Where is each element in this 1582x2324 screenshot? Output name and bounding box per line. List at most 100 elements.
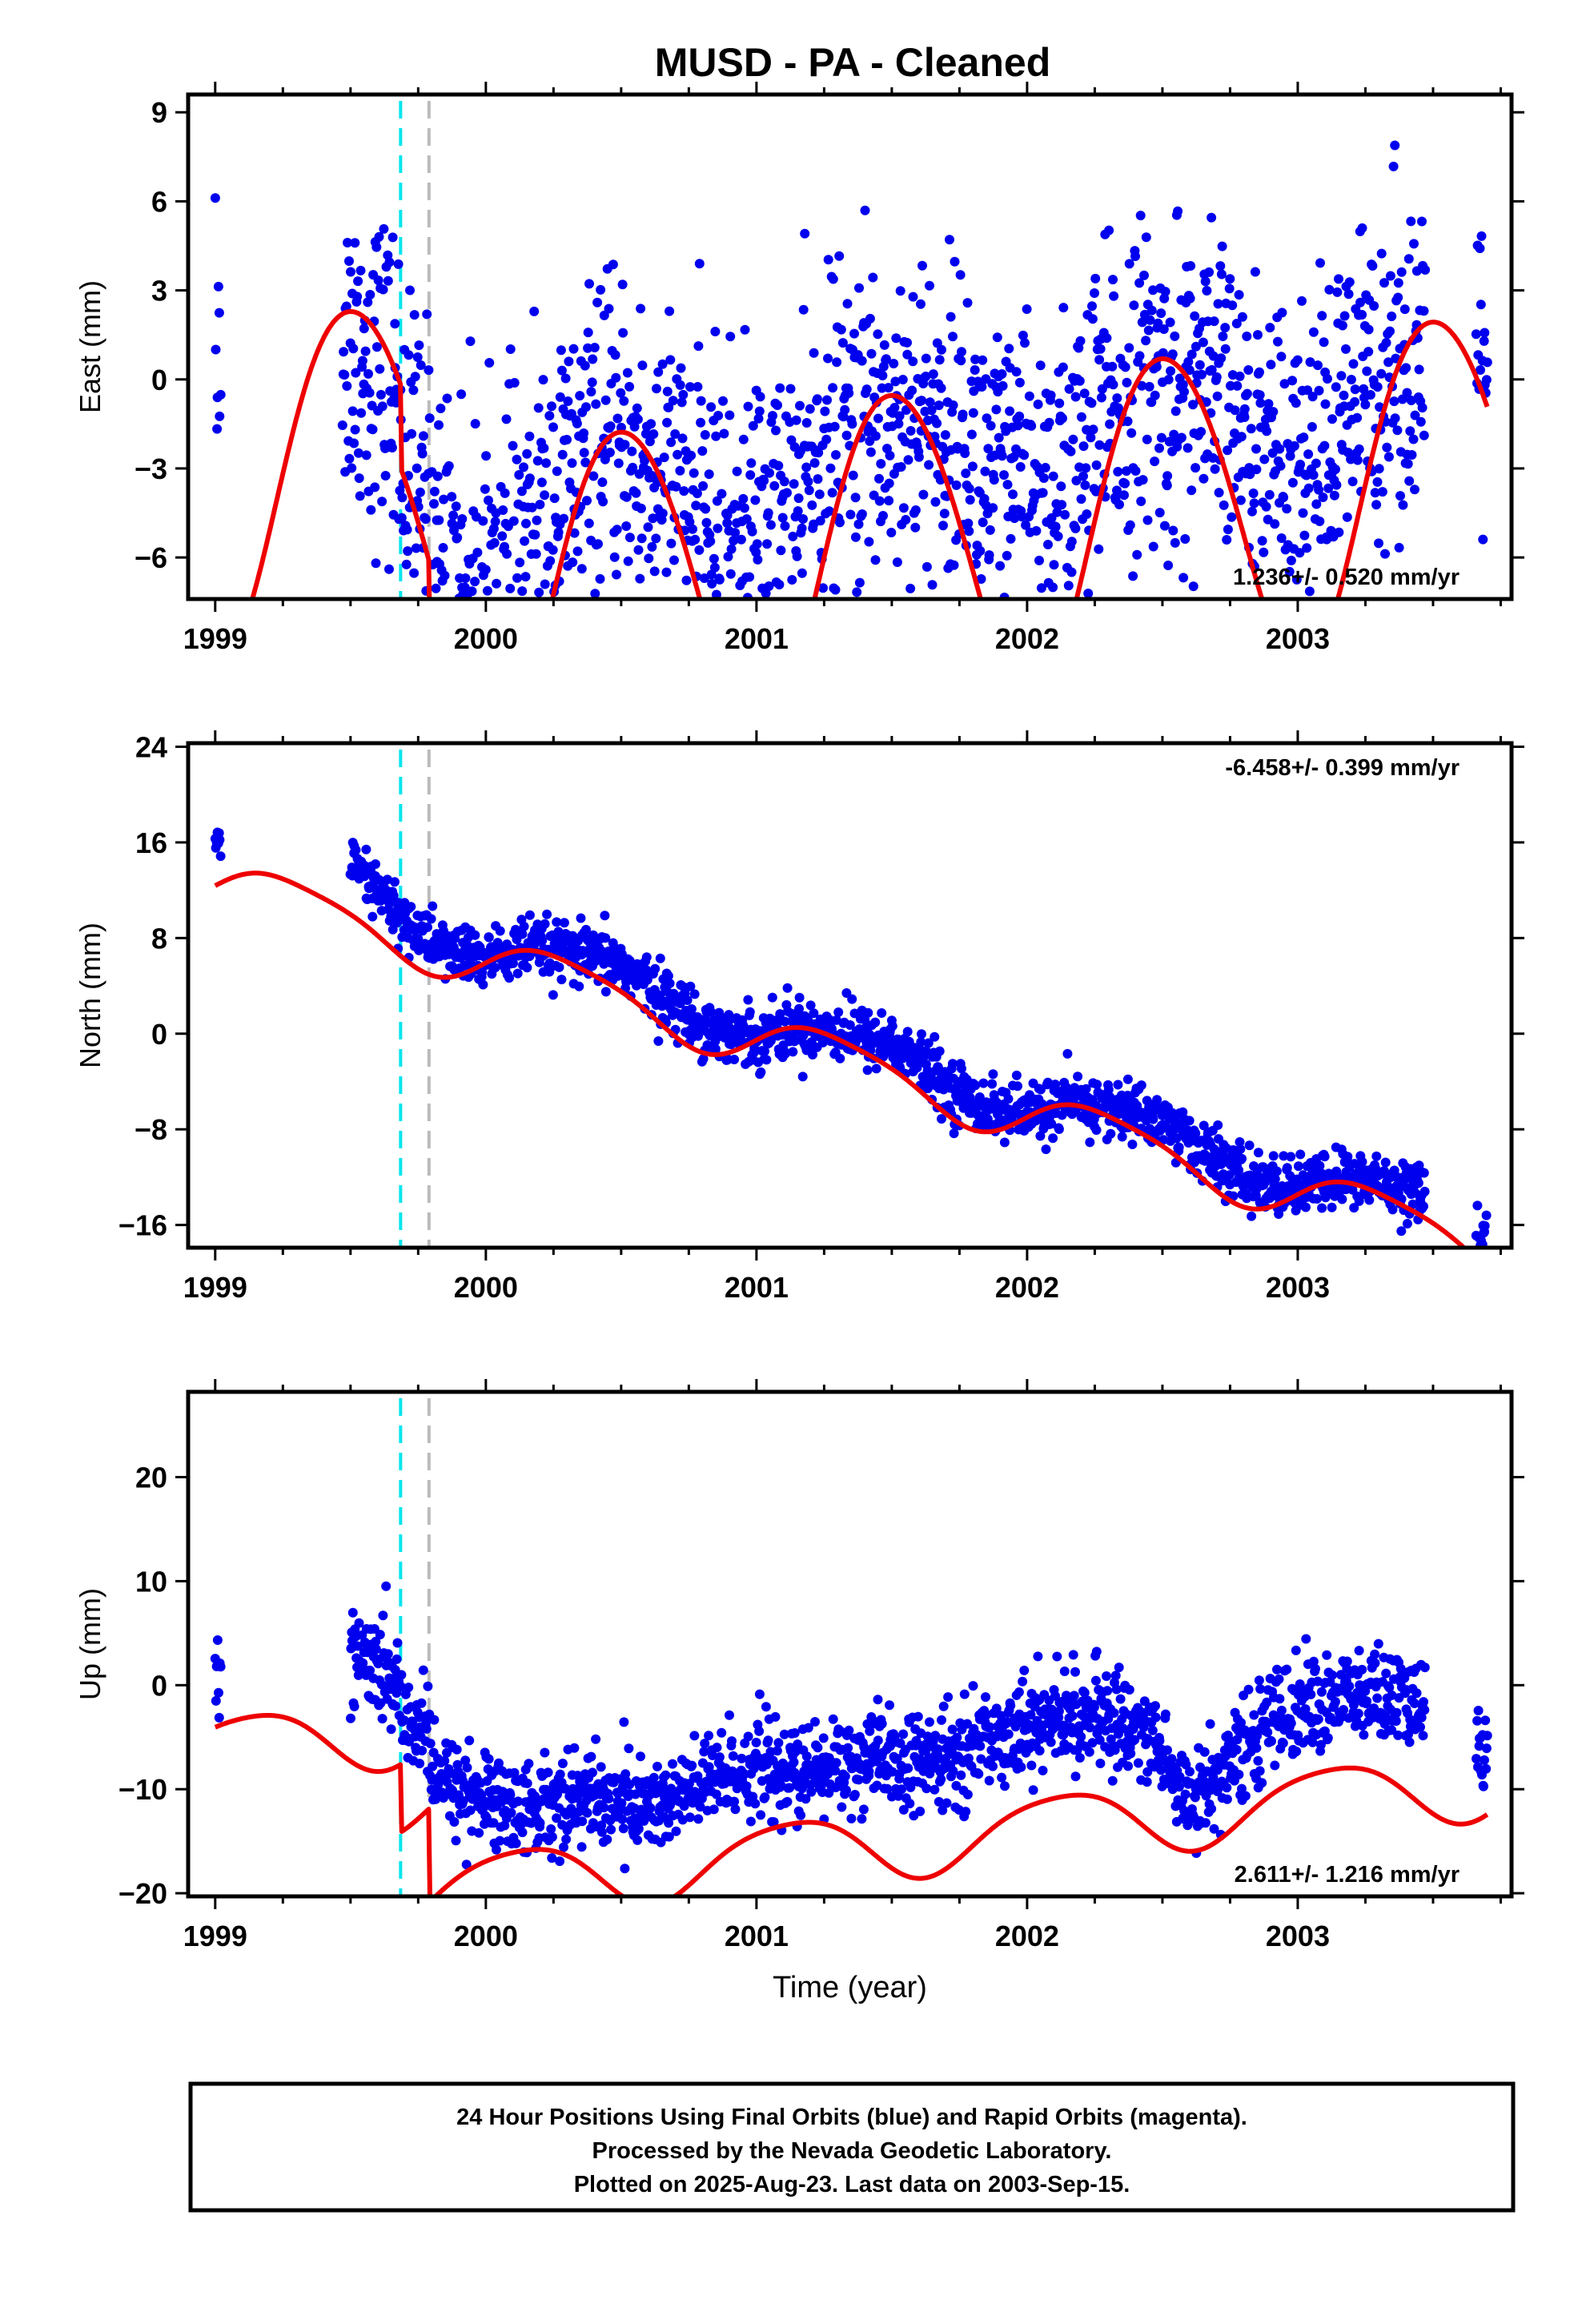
x-tick-label: 2003 xyxy=(1266,622,1330,655)
data-point xyxy=(849,328,859,339)
data-point xyxy=(442,393,452,404)
data-point xyxy=(1257,536,1267,546)
data-point xyxy=(1011,1070,1022,1080)
data-point xyxy=(1402,388,1412,398)
data-point xyxy=(1195,360,1205,370)
data-point xyxy=(1135,211,1146,221)
data-point xyxy=(555,1856,565,1867)
data-point xyxy=(559,1842,568,1852)
data-point xyxy=(516,486,527,497)
data-point xyxy=(390,877,400,887)
data-point xyxy=(1268,407,1279,417)
x-tick-label: 2001 xyxy=(725,1920,789,1952)
data-point xyxy=(1112,393,1122,404)
data-point xyxy=(841,430,852,440)
data-point xyxy=(962,1789,973,1799)
data-point xyxy=(1165,317,1175,328)
data-point xyxy=(1291,574,1302,585)
data-point xyxy=(1323,1733,1333,1743)
data-point xyxy=(876,459,886,469)
data-point xyxy=(1062,1048,1073,1059)
data-point xyxy=(1130,251,1140,261)
data-point xyxy=(384,564,394,574)
data-point xyxy=(1050,522,1061,532)
data-point xyxy=(1267,1736,1276,1747)
data-point xyxy=(1038,1765,1048,1775)
data-point xyxy=(895,286,905,296)
data-point xyxy=(782,1796,793,1807)
data-point xyxy=(664,402,674,412)
data-point xyxy=(628,462,638,472)
data-point xyxy=(1150,1712,1161,1723)
data-point xyxy=(1180,534,1191,544)
data-point xyxy=(636,503,646,513)
data-point xyxy=(857,356,867,366)
data-point xyxy=(1090,288,1099,298)
data-point xyxy=(1141,336,1151,346)
data-point xyxy=(840,404,850,415)
data-point xyxy=(669,555,679,565)
data-point xyxy=(846,1813,857,1823)
data-point xyxy=(1083,589,1094,598)
data-point xyxy=(676,363,686,373)
data-point xyxy=(1048,1133,1058,1144)
data-point xyxy=(1265,323,1275,333)
data-point xyxy=(908,292,918,302)
data-point xyxy=(620,1864,630,1874)
data-point xyxy=(524,431,535,441)
data-point xyxy=(490,517,500,527)
data-point xyxy=(440,1755,450,1766)
data-point xyxy=(976,1754,986,1764)
data-point xyxy=(913,1711,923,1722)
data-point xyxy=(629,421,640,432)
data-point xyxy=(936,383,946,393)
data-point xyxy=(1002,480,1013,490)
y-tick-label: −20 xyxy=(118,1877,167,1910)
data-point xyxy=(383,275,393,286)
data-point xyxy=(1232,380,1243,391)
data-point xyxy=(1264,489,1275,500)
data-point xyxy=(472,547,483,557)
data-point xyxy=(1186,261,1196,271)
data-point xyxy=(1067,1711,1078,1721)
data-point xyxy=(646,419,656,429)
data-point xyxy=(439,494,449,505)
data-point xyxy=(1410,410,1420,420)
data-point xyxy=(535,1818,545,1828)
data-point xyxy=(868,272,878,283)
data-point xyxy=(534,587,544,597)
data-point xyxy=(1211,372,1222,382)
data-point xyxy=(833,1007,844,1017)
data-point xyxy=(436,404,446,413)
data-point xyxy=(790,1747,801,1757)
data-point xyxy=(524,473,535,484)
data-point xyxy=(650,963,661,974)
data-point xyxy=(710,327,721,336)
data-point xyxy=(860,205,870,215)
data-point xyxy=(842,299,853,309)
data-point xyxy=(1058,1730,1069,1740)
data-point xyxy=(671,481,681,492)
data-point xyxy=(730,528,741,538)
data-point xyxy=(878,511,888,521)
data-point xyxy=(1383,452,1394,462)
data-point xyxy=(1220,323,1231,333)
data-point xyxy=(1263,514,1273,525)
data-point xyxy=(873,413,883,424)
data-point xyxy=(426,914,436,924)
data-point xyxy=(1279,1151,1289,1161)
data-point xyxy=(729,1055,740,1064)
data-point xyxy=(1005,406,1015,416)
data-point xyxy=(1270,1760,1280,1771)
data-point xyxy=(791,415,801,425)
data-point xyxy=(1013,420,1023,431)
data-point xyxy=(884,478,894,489)
data-point xyxy=(1145,315,1155,325)
data-point xyxy=(843,1743,853,1753)
data-point xyxy=(700,430,710,440)
data-point xyxy=(1224,283,1235,294)
data-point xyxy=(1289,440,1299,451)
data-point xyxy=(1295,460,1306,469)
data-point xyxy=(840,1771,850,1782)
data-point xyxy=(767,992,777,1003)
